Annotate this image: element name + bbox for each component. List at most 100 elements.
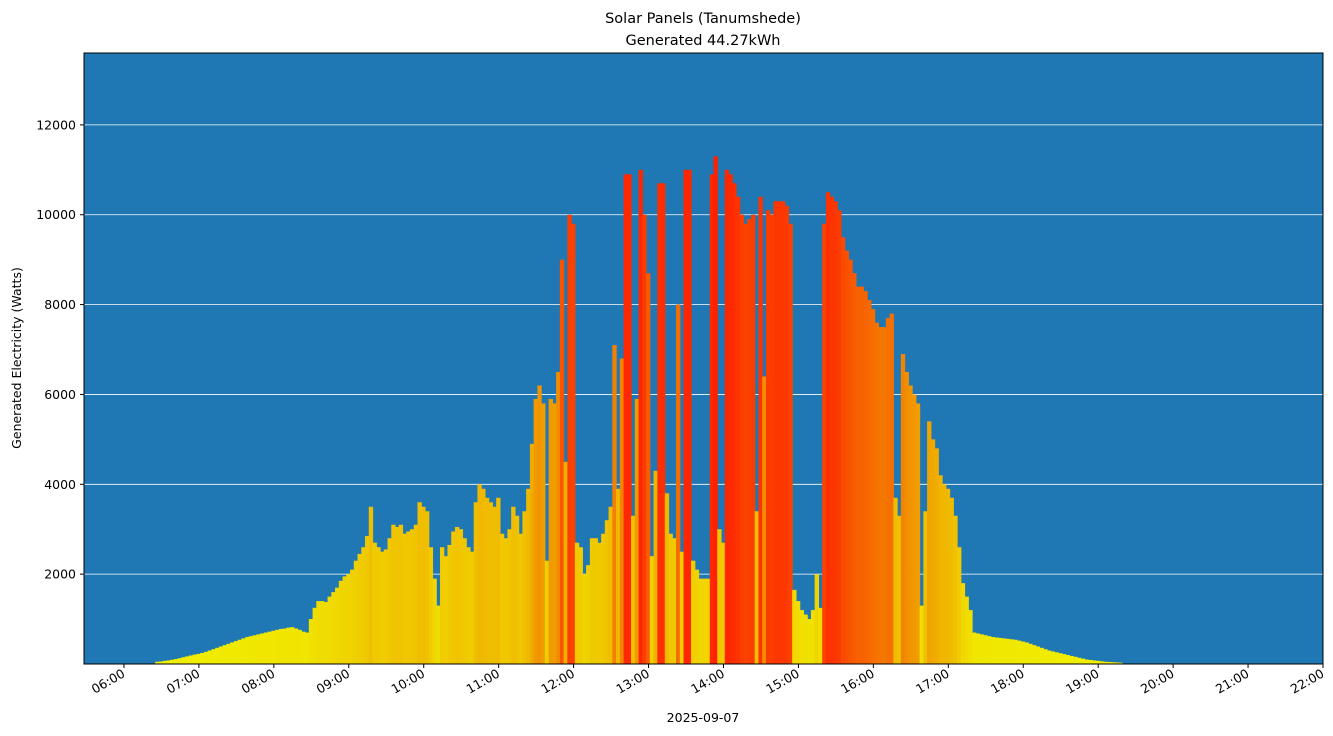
bar xyxy=(499,533,505,664)
bar xyxy=(822,223,827,664)
bar xyxy=(807,619,812,664)
bar xyxy=(350,569,355,664)
bar xyxy=(286,627,291,664)
bar xyxy=(443,556,449,664)
bar xyxy=(439,547,445,664)
bar xyxy=(170,659,175,664)
bar xyxy=(387,538,392,664)
bar xyxy=(878,327,883,664)
bar xyxy=(589,538,595,664)
x-tick-label: 09:00 xyxy=(314,666,353,697)
bar xyxy=(627,174,632,665)
bar xyxy=(698,578,703,664)
bar xyxy=(780,201,786,664)
bar xyxy=(799,610,805,664)
bar xyxy=(518,533,523,664)
bar xyxy=(436,605,441,664)
bar xyxy=(1054,652,1059,664)
bar xyxy=(290,627,295,664)
y-axis: 2000 4000 6000 8000 10000 12000 xyxy=(36,117,84,582)
bar xyxy=(863,291,868,664)
y-tick-label: 4000 xyxy=(44,477,76,492)
x-tick-label: 22:00 xyxy=(1288,666,1327,697)
bar xyxy=(702,578,707,664)
bar xyxy=(1080,658,1086,664)
bar xyxy=(1002,638,1007,664)
bar xyxy=(320,601,325,664)
bar xyxy=(1091,660,1097,664)
bar xyxy=(657,183,662,665)
bar xyxy=(938,475,943,664)
bar xyxy=(177,658,183,664)
bar xyxy=(578,547,583,664)
bar xyxy=(563,461,568,664)
bar xyxy=(994,637,999,664)
bar xyxy=(739,214,745,664)
bar xyxy=(256,634,261,664)
bar xyxy=(357,553,362,664)
bar xyxy=(252,635,257,664)
bar xyxy=(181,657,186,664)
bar xyxy=(852,273,857,664)
bar xyxy=(473,502,479,664)
bar xyxy=(900,354,906,664)
bar xyxy=(203,651,209,664)
bar xyxy=(1024,642,1029,664)
bar xyxy=(305,632,310,664)
bar xyxy=(987,636,992,664)
y-tick-label: 8000 xyxy=(44,297,76,312)
x-tick-label: 17:00 xyxy=(913,666,952,697)
bar xyxy=(368,506,374,664)
bar xyxy=(717,529,722,664)
bar xyxy=(323,602,329,664)
bar xyxy=(484,497,490,664)
bar xyxy=(316,601,321,664)
bar xyxy=(571,223,576,664)
bar xyxy=(454,526,460,664)
bar xyxy=(1031,645,1037,664)
bar xyxy=(241,638,246,664)
bar xyxy=(458,529,464,664)
x-tick-label: 19:00 xyxy=(1063,666,1102,697)
x-axis-label: 2025-09-07 xyxy=(667,710,740,725)
bar xyxy=(158,661,164,664)
bar xyxy=(162,660,168,664)
bar xyxy=(915,403,921,664)
bar xyxy=(215,647,220,664)
bar xyxy=(421,506,426,664)
bar xyxy=(1069,655,1074,664)
bar xyxy=(642,214,647,664)
bar xyxy=(619,358,625,664)
bar xyxy=(428,547,434,664)
bar xyxy=(631,515,636,664)
bar xyxy=(391,524,396,664)
bar xyxy=(335,587,340,664)
bar xyxy=(432,578,437,664)
x-tick-label: 07:00 xyxy=(164,666,203,697)
bar xyxy=(1028,643,1033,664)
y-tick-label: 6000 xyxy=(44,387,76,402)
bar xyxy=(597,542,602,664)
bar xyxy=(417,502,422,664)
bar xyxy=(173,659,179,664)
bar xyxy=(653,470,658,664)
bar xyxy=(1118,662,1123,664)
bar xyxy=(1039,647,1044,664)
bar xyxy=(263,632,269,664)
plot-area xyxy=(84,53,1323,664)
bar xyxy=(949,497,954,664)
bar xyxy=(867,300,872,664)
bar xyxy=(586,565,591,664)
bar xyxy=(818,607,823,664)
bar xyxy=(297,629,302,664)
bar xyxy=(1099,661,1104,664)
chart-title: Solar Panels (Tanumshede) xyxy=(605,11,801,27)
bar xyxy=(679,551,685,664)
bar xyxy=(870,309,876,664)
bar xyxy=(222,645,227,664)
bar xyxy=(855,286,861,664)
bar xyxy=(750,214,756,664)
bar xyxy=(1058,653,1063,664)
bar xyxy=(612,345,617,664)
bar xyxy=(559,259,565,664)
